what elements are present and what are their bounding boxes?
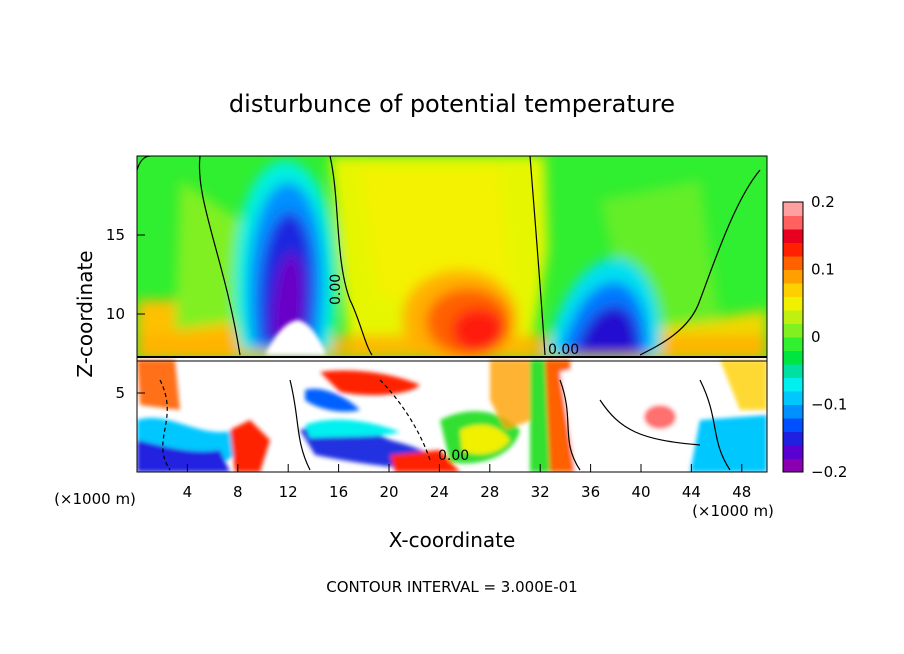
- x-tick-label: 32: [531, 483, 550, 501]
- x-tick-label: 4: [183, 483, 193, 501]
- x-unit-label-left: (×1000 m): [54, 490, 136, 508]
- x-tick-label: 8: [233, 483, 243, 501]
- warm-region-center-core: [360, 170, 510, 300]
- colorbar-swatch: [783, 296, 803, 311]
- colorbar-swatch: [783, 377, 803, 392]
- colorbar-swatch: [783, 364, 803, 378]
- lower-blob: [305, 388, 360, 412]
- colorbar-tick-label: 0: [811, 328, 821, 346]
- contour-label: 0.00: [548, 342, 579, 358]
- contour-lines: [137, 156, 761, 471]
- y-tick-label: 15: [106, 226, 125, 244]
- x-axis-label: X-coordinate: [389, 528, 516, 552]
- lower-blob: [690, 415, 767, 472]
- contour-label: 0.00: [328, 274, 344, 305]
- colorbar-tick-label: 0.1: [811, 261, 835, 279]
- chart-title: disturbunce of potential temperature: [229, 90, 675, 118]
- warm-spot: [644, 405, 676, 429]
- colorbar-swatch: [783, 404, 803, 419]
- cold-plume-right-core: [575, 305, 639, 355]
- colorbar-swatch: [783, 242, 803, 257]
- colorbar-swatch: [783, 269, 803, 284]
- x-tick-label: 40: [631, 483, 650, 501]
- x-tick-label: 20: [379, 483, 398, 501]
- colorbar: 0.2 0.1 0 −0.1 −0.2: [782, 193, 847, 481]
- colorbar-swatch: [783, 310, 803, 324]
- colorbar-swatch: [783, 283, 803, 297]
- lower-blob: [490, 360, 532, 430]
- colorbar-swatch: [783, 391, 803, 405]
- y-axis: 5 10 15: [106, 226, 145, 402]
- x-tick-label: 48: [732, 483, 751, 501]
- lower-blob: [305, 419, 400, 438]
- colorbar-swatch: [783, 323, 803, 338]
- x-tick-label: 44: [682, 483, 701, 501]
- colorbar-tick-label: 0.2: [811, 193, 835, 211]
- colorbar-swatch: [783, 418, 803, 432]
- lower-blob: [560, 367, 680, 472]
- x-tick-label: 36: [581, 483, 600, 501]
- colorbar-swatch: [783, 229, 803, 243]
- colorbar-swatch: [783, 337, 803, 351]
- colorbar-swatch: [783, 350, 803, 365]
- x-tick-label: 24: [430, 483, 449, 501]
- lower-blob: [230, 420, 270, 472]
- y-tick-label: 10: [106, 305, 125, 323]
- white-cap: [265, 320, 326, 355]
- colorbar-swatch: [783, 215, 803, 230]
- x-unit-label-right: (×1000 m): [692, 502, 774, 520]
- lower-blob: [460, 424, 510, 455]
- lower-blob: [137, 440, 230, 472]
- contour-label: 0.00: [438, 448, 469, 464]
- lower-blob: [390, 450, 460, 472]
- x-tick-label: 12: [279, 483, 298, 501]
- contour-interval-note: CONTOUR INTERVAL = 3.000E-01: [326, 578, 577, 596]
- plot-field: [137, 156, 767, 472]
- colorbar-swatch: [783, 431, 803, 446]
- cold-plume-core: [271, 252, 304, 340]
- lower-blob: [137, 360, 180, 410]
- x-tick-label: 28: [480, 483, 499, 501]
- y-tick-label: 5: [115, 384, 125, 402]
- y-axis-label: Z-coordinate: [73, 250, 97, 377]
- colorbar-tick-label: −0.1: [811, 396, 847, 414]
- colorbar-swatch: [783, 202, 803, 216]
- lower-blob: [320, 370, 420, 396]
- warm-blob-core: [452, 308, 504, 352]
- colorbar-swatch: [783, 256, 803, 270]
- colorbar-swatch: [783, 445, 803, 459]
- colorbar-swatch: [783, 458, 803, 473]
- colorbar-tick-label: −0.2: [811, 463, 847, 481]
- lower-blob: [720, 360, 767, 410]
- colorbar-frame: [782, 201, 804, 473]
- x-axis: 4 8 12 16 20 24 28 32 36 40 44 48: [183, 464, 751, 501]
- x-tick-label: 16: [329, 483, 348, 501]
